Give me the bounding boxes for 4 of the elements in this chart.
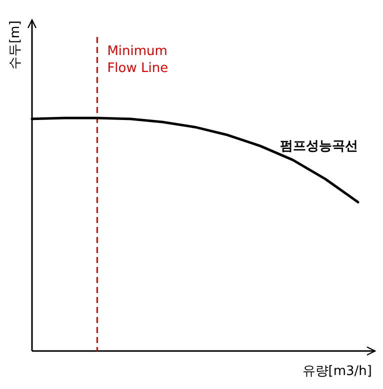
y-axis-title: 수두[m] [8,20,23,70]
series-label: 펌프성능곡선 [280,139,358,154]
text: Minimum Flow Line [107,44,168,76]
x-axis-title: 유량[m3/h] [302,364,372,379]
